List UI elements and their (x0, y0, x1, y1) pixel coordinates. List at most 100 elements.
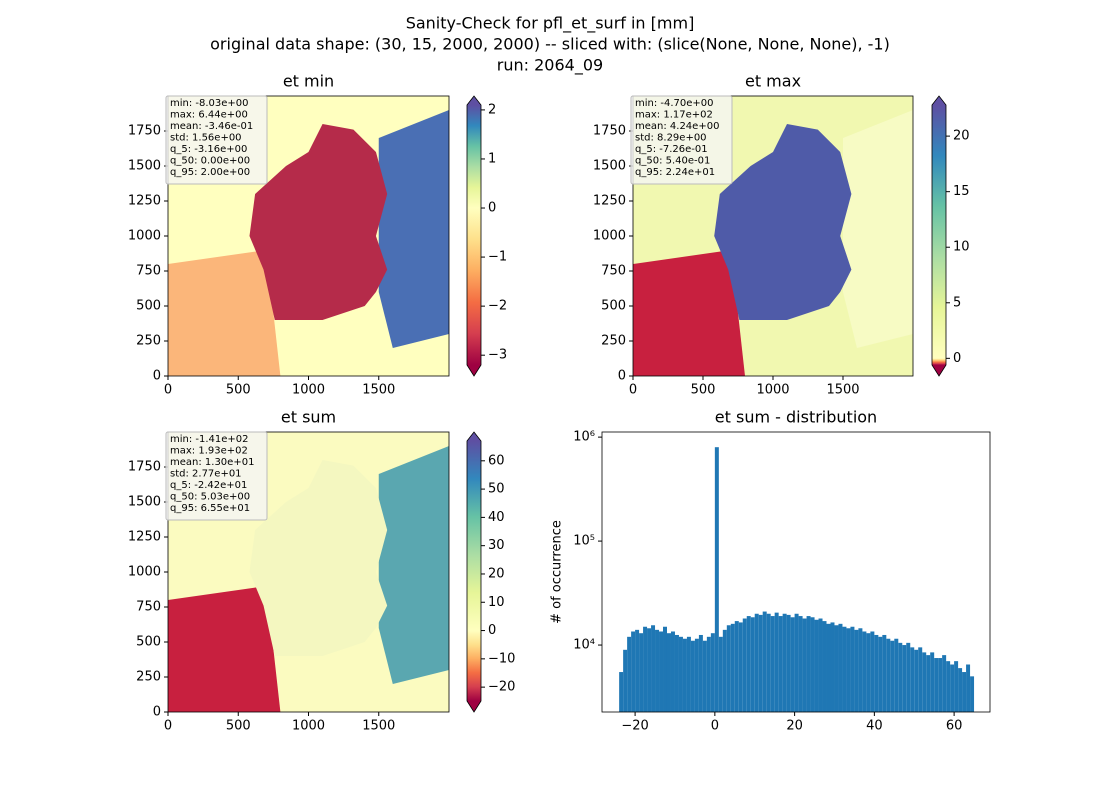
y-tick-label: 10⁵ (573, 534, 595, 549)
colorbar-tick-label: −20 (488, 680, 515, 695)
stats-line: q_95: 2.24e+01 (635, 167, 715, 178)
colorbar-frame (466, 95, 482, 377)
suptitle: Sanity-Check for pfl_et_surf in [mm] (406, 14, 695, 34)
y-tick-label: 250 (136, 670, 161, 685)
suptitle: original data shape: (30, 15, 2000, 2000… (210, 35, 890, 54)
stats-box (630, 95, 733, 185)
histogram-bar (938, 658, 943, 712)
y-tick-label: 1000 (128, 565, 161, 580)
stats-line: q_5: -2.42e+01 (170, 480, 247, 491)
x-tick-label: −20 (621, 719, 648, 734)
colorbar-tick-label: 0 (953, 351, 961, 366)
x-tick-label: 500 (691, 383, 716, 398)
histogram-bar (798, 616, 803, 712)
histogram-bar (802, 618, 807, 712)
histogram-bar (846, 628, 851, 712)
colorbar (467, 441, 481, 701)
stats-line: min: -8.03e+00 (170, 98, 249, 109)
histogram-bar (862, 631, 867, 712)
stats-line: q_5: -7.26e-01 (635, 144, 708, 155)
histogram-bar (758, 614, 763, 712)
histogram-bar (619, 672, 624, 712)
colorbar-tick-label: 40 (488, 510, 505, 525)
histogram-bar (694, 638, 699, 712)
colorbar-extend (467, 701, 481, 712)
colorbar-tick-label: 5 (953, 295, 961, 310)
y-tick-label: 10⁴ (573, 638, 595, 653)
y-tick-label: 1500 (593, 159, 626, 174)
y-tick-label: 1250 (593, 194, 626, 209)
stats-box (165, 95, 268, 185)
x-tick-label: 1000 (292, 719, 325, 734)
histogram-bar (782, 613, 787, 712)
histogram-bar (746, 616, 751, 712)
x-tick-label: 1500 (826, 383, 859, 398)
histogram-bar (766, 613, 771, 712)
histogram-bar (934, 658, 939, 712)
stats-line: q_50: 0.00e+00 (170, 156, 250, 167)
colorbar-tick-label: 30 (488, 538, 505, 553)
histogram-bar (666, 633, 671, 712)
histogram-bar (830, 622, 835, 712)
suptitle: run: 2064_09 (497, 56, 603, 76)
histogram-bar (714, 447, 719, 712)
stats-line: mean: 1.30e+01 (170, 457, 254, 468)
y-axis-label: # of occurrence (550, 520, 565, 624)
histogram-bar (690, 640, 695, 712)
histogram-bar (866, 633, 871, 712)
histogram-bar (966, 664, 971, 712)
colorbar-frame (931, 95, 947, 377)
y-tick-label: 750 (136, 264, 161, 279)
axes-title: et sum - distribution (715, 408, 877, 427)
colorbar-tick-label: −1 (488, 250, 507, 265)
colorbar-tick-label: −2 (488, 299, 507, 314)
stats-line: q_50: 5.03e+00 (170, 492, 250, 503)
y-tick-label: 10⁶ (573, 430, 595, 445)
colorbar-extend (467, 432, 481, 441)
heatmap-region (378, 446, 449, 684)
colorbar-extend (932, 96, 946, 105)
stats-line: std: 1.56e+00 (170, 133, 242, 144)
stats-line: q_50: 5.40e-01 (635, 156, 710, 167)
y-tick-label: 1000 (128, 229, 161, 244)
y-tick-label: 250 (136, 334, 161, 349)
colorbar-extend (467, 365, 481, 376)
histogram-bar (902, 645, 907, 712)
y-tick-label: 500 (136, 635, 161, 650)
stats-line: min: -4.70e+00 (635, 98, 714, 109)
histogram-bar (890, 640, 895, 712)
colorbar-extend (467, 96, 481, 105)
histogram-bar (718, 636, 723, 712)
x-tick-label: 1000 (756, 383, 789, 398)
histogram-bar (970, 676, 975, 712)
histogram-bar (914, 649, 919, 712)
histogram-bar (702, 640, 707, 712)
histogram-bar (663, 626, 667, 712)
heatmap-region (378, 110, 449, 348)
histogram-bar (858, 628, 863, 712)
x-tick-label: 1000 (292, 383, 325, 398)
stats-line: mean: 4.24e+00 (635, 121, 719, 132)
histogram-bar (670, 631, 675, 712)
histogram-bar (834, 625, 839, 712)
y-tick-label: 1750 (128, 124, 161, 139)
y-tick-label: 750 (136, 600, 161, 615)
histogram-bar (730, 623, 735, 712)
y-tick-label: 1250 (128, 194, 161, 209)
axes-title: et sum (281, 408, 336, 427)
histogram-bar (742, 618, 747, 712)
stats-line: min: -1.41e+02 (170, 434, 249, 445)
histogram-bar (898, 642, 903, 712)
histogram-bar (954, 661, 959, 712)
x-tick-label: 0 (164, 383, 172, 398)
y-tick-label: 1500 (128, 495, 161, 510)
heatmap-region (168, 250, 281, 376)
x-tick-label: 40 (866, 719, 883, 734)
x-tick-label: 1500 (362, 383, 395, 398)
stats-line: max: 6.44e+00 (170, 110, 248, 121)
histogram-bar (738, 622, 743, 712)
colorbar-tick-label: 10 (953, 240, 970, 255)
histogram-bar (962, 672, 967, 712)
y-tick-label: 500 (136, 299, 161, 314)
